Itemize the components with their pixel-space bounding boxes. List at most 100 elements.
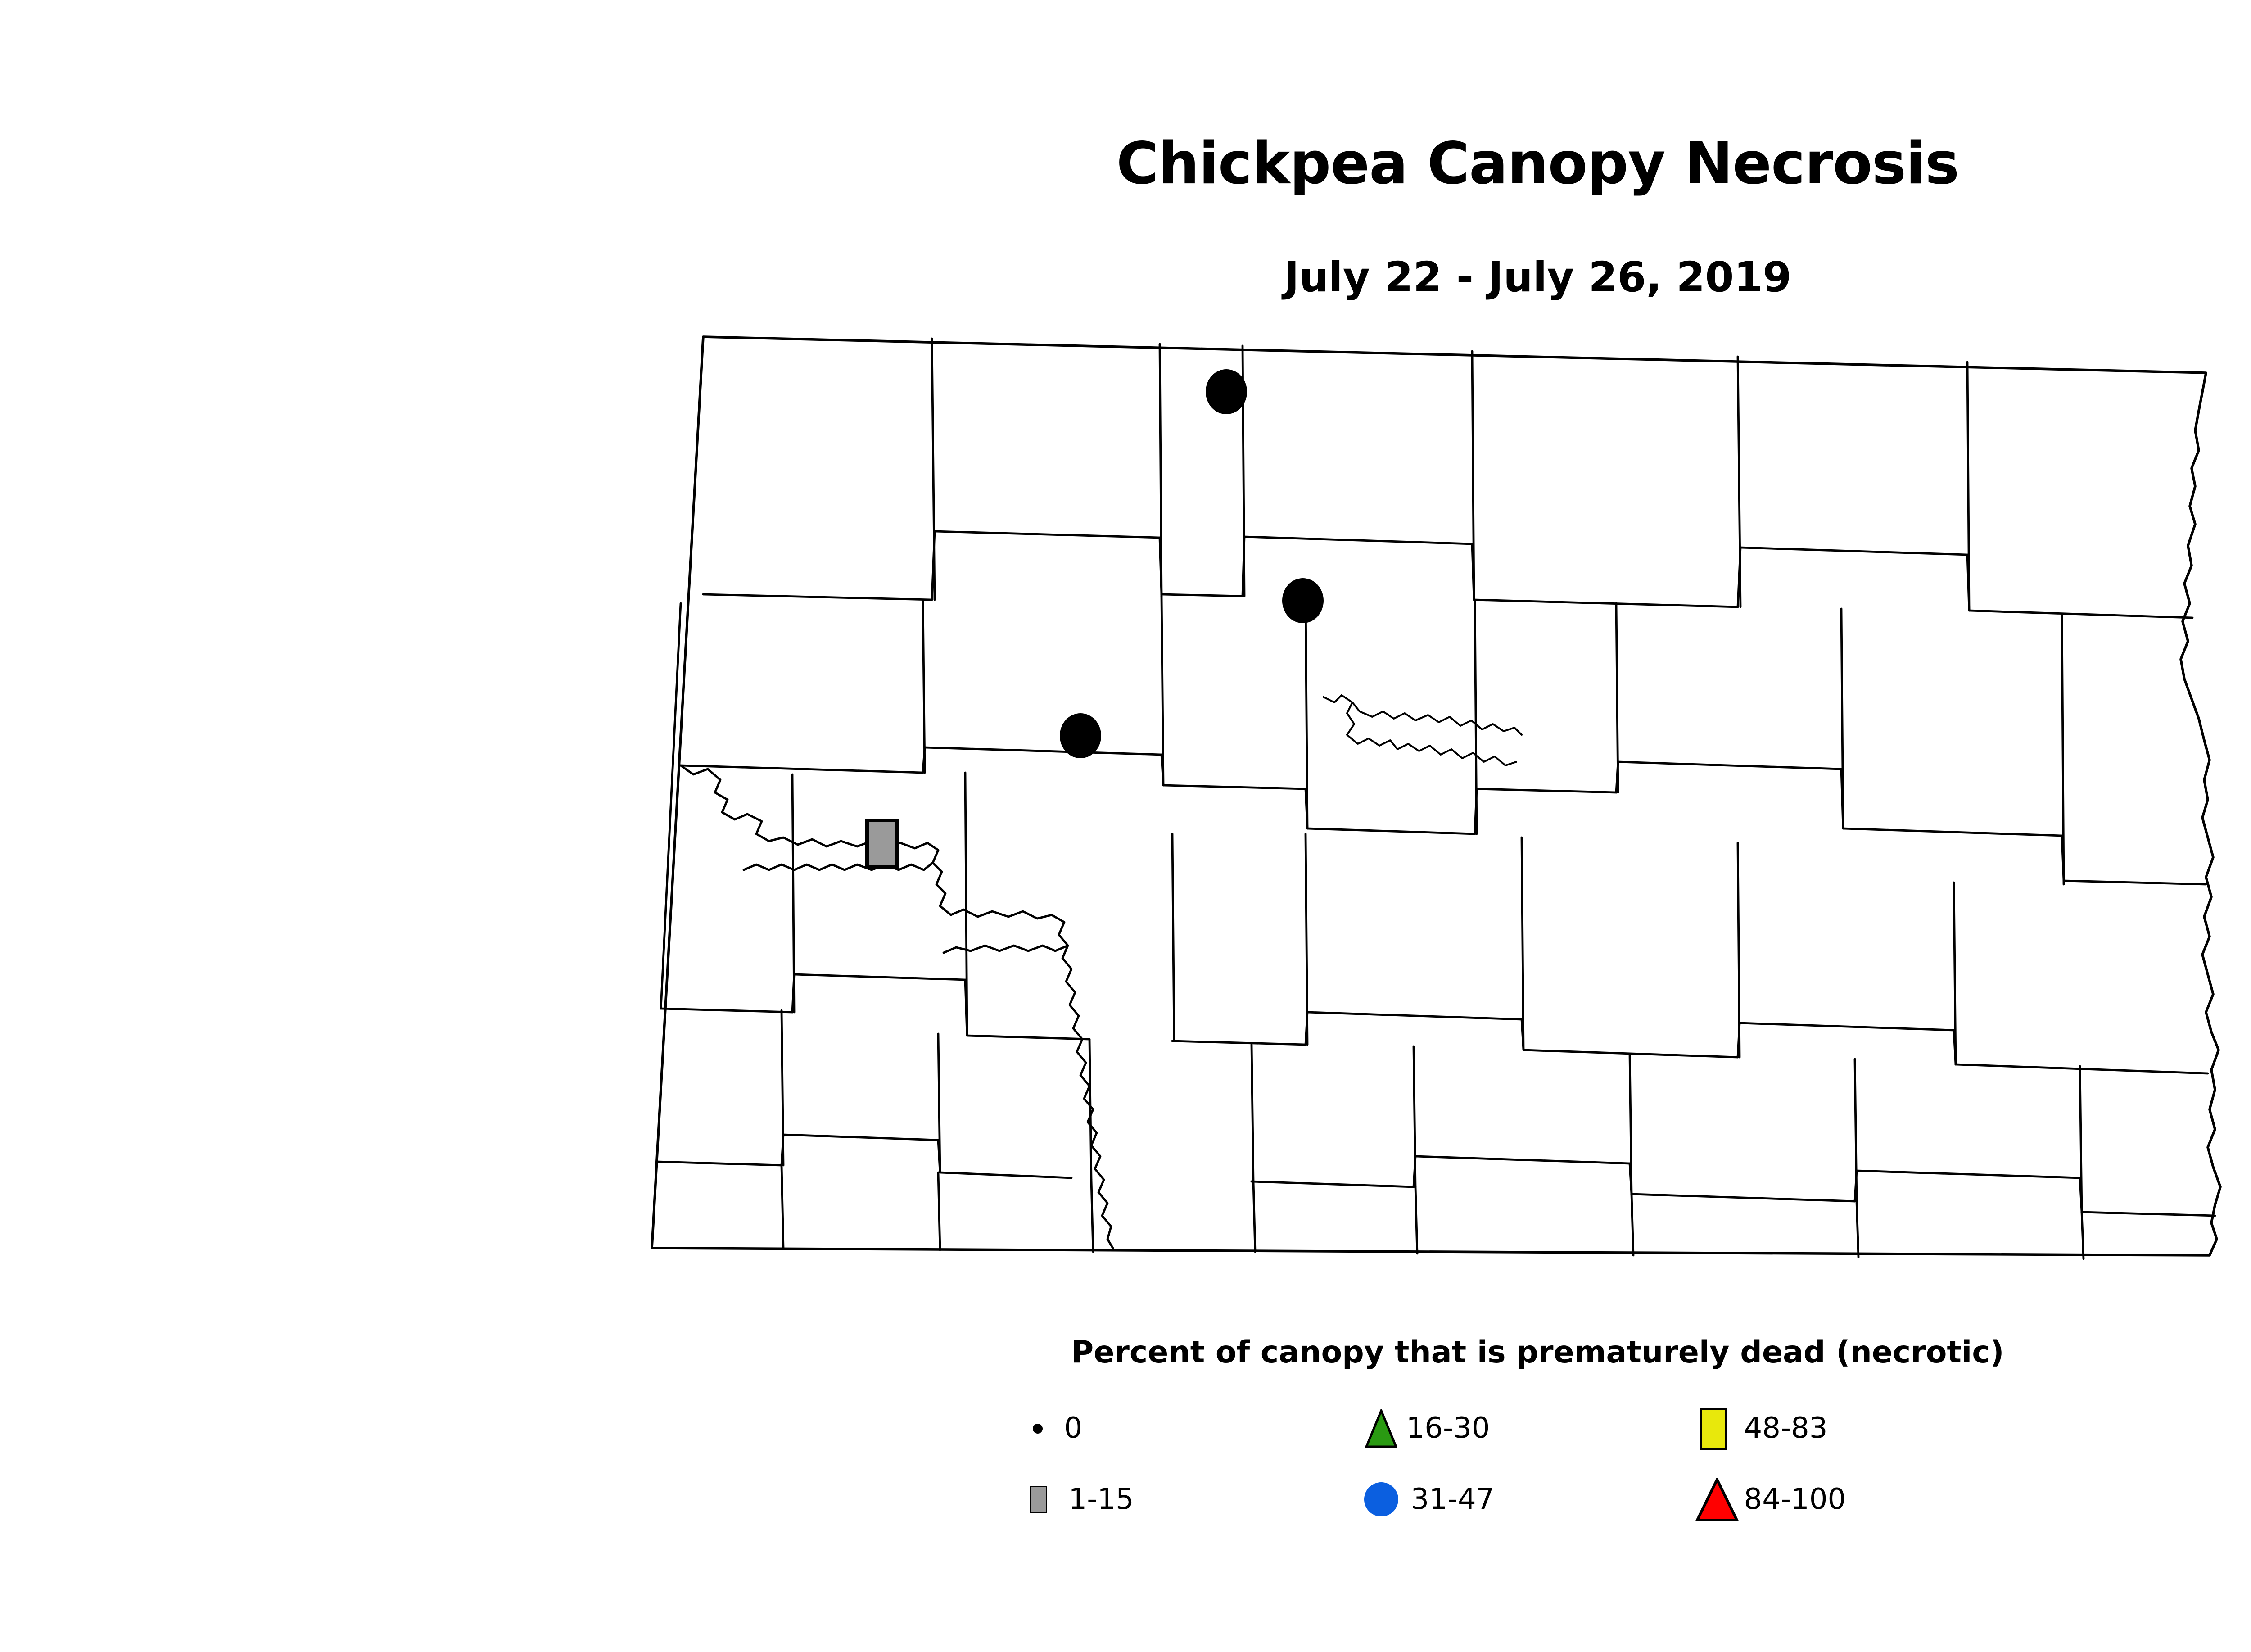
county-div-b4 [1252,1180,1257,1253]
county-div-n5 [1736,355,1742,608]
county-div-t2a [922,598,926,774]
county-div-t2c [1304,597,1309,830]
yellow-square-icon [1695,1407,1739,1450]
county-div-b1 [780,1164,785,1249]
river-tributary-1 [742,861,934,871]
county-div-t4a [780,1009,785,1167]
devils-lake-2 [1346,702,1517,766]
marker-point-0-c [1060,713,1101,758]
tier2-south-13 [1842,827,2063,837]
county-div-t4c [1088,1038,1093,1181]
tier4-south-3 [782,1133,940,1141]
devils-lake [1323,694,1523,736]
green-triangle-icon [1362,1407,1406,1450]
north-dakota-county-map [621,324,2224,1279]
legend-item-16-30[interactable]: 16-30 [1362,1407,1490,1450]
county-div-b2 [937,1171,941,1251]
county-div-t4f [1628,1052,1633,1195]
tier4-south-10 [1630,1193,1856,1203]
north-tier-line-3 [933,530,1161,539]
tier2-south-1 [679,764,924,774]
tier4-south-5 [939,1171,1073,1179]
county-div-t2b [1160,595,1165,787]
county-div-b3 [1090,1178,1094,1253]
legend-items-grid: 0 1-15 16-30 31-47 [1020,1407,2056,1521]
legend-item-1-15-label: 1-15 [1068,1483,1134,1516]
county-div-n2 [1158,343,1163,597]
lake-sakakawea [679,764,1114,1249]
legend-item-84-100-label: 84-100 [1744,1483,1846,1516]
tier4-south-1 [656,1160,783,1167]
north-tier-line-7 [1243,535,1474,545]
county-div-t2f [1840,607,1844,830]
county-div-t3g [1953,881,1957,1066]
gray-square-icon [1020,1478,1063,1521]
tier3-south-6 [1171,1040,1307,1046]
county-div-t4h [2079,1065,2083,1213]
black-dot-icon [1020,1407,1063,1450]
county-div-t3c [1171,833,1175,1042]
tier2-south-7 [1306,827,1476,835]
marker-point-0-b [1282,578,1324,623]
tier3-south-1 [660,1007,794,1014]
tier4-south-12 [1855,1169,2081,1179]
county-div-b8 [2080,1211,2085,1260]
county-div-t3f [1736,842,1741,1059]
legend-item-16-30-label: 16-30 [1406,1412,1490,1445]
tier2-south-15 [2062,879,2207,886]
legend-item-31-47-label: 31-47 [1410,1483,1495,1516]
county-div-b6 [1630,1193,1635,1257]
north-tier-line-5 [1160,593,1244,597]
county-div-b5 [1414,1186,1419,1255]
river-south-bend [942,944,1069,954]
legend-item-0[interactable]: 0 [1020,1407,1083,1450]
county-div-t3b [964,771,968,1037]
blue-circle-icon [1362,1478,1406,1521]
tier3-south-8 [1306,1011,1523,1021]
county-div-t3d [1304,833,1309,1046]
tier3-south-12 [1738,1022,1955,1032]
county-div-n4 [1471,350,1475,601]
county-div-t2e [1615,602,1619,794]
county-div-n1 [931,337,936,601]
tier4-south-8 [1414,1155,1631,1165]
marker-point-0-a [1206,369,1247,414]
date-range-subtitle: July 22 - July 26, 2019 [1284,253,1792,301]
county-div-t2g [2061,613,2065,886]
county-div-t3a [791,773,796,1014]
county-div-t4d [1250,1043,1255,1183]
tier4-south-14 [2080,1211,2216,1217]
legend-item-84-100[interactable]: 84-100 [1695,1478,1846,1521]
legend-item-48-83-label: 48-83 [1744,1412,1828,1445]
legend-item-1-15[interactable]: 1-15 [1020,1478,1134,1521]
county-boundaries [651,335,2222,1260]
tier2-south-11 [1617,760,1843,770]
north-tier-line-13 [1968,609,2194,619]
tier2-south-9 [1475,788,1618,794]
north-tier-south-line [702,593,933,601]
county-div-t4g [1853,1058,1858,1203]
north-tier-line-11 [1739,546,1969,556]
tier3-south-3 [793,973,967,981]
county-div-t4e [1412,1045,1417,1188]
county-div-t2d [1474,598,1478,835]
tier2-south-3 [923,746,1163,756]
north-tier-line-9 [1473,598,1739,608]
county-div-n6 [1966,361,1971,612]
legend-item-31-47[interactable]: 31-47 [1362,1478,1495,1521]
tier3-south-5 [966,1034,1091,1041]
tier4-south-6 [1250,1180,1415,1188]
marker-point-1-15 [865,819,899,869]
map-svg [651,335,2222,1260]
legend-item-0-label: 0 [1064,1412,1083,1445]
data-markers [865,369,1324,869]
county-div-t4b [937,1032,941,1174]
map-legend: Percent of canopy that is prematurely de… [0,1335,2251,1521]
county-div-w1 [660,602,682,1010]
county-div-t3e [1520,836,1525,1051]
legend-heading: Percent of canopy that is prematurely de… [1071,1335,2004,1370]
county-div-b7 [1855,1200,1860,1258]
legend-item-48-83[interactable]: 48-83 [1695,1407,1828,1450]
page-title: Chickpea Canopy Necrosis [1116,130,1959,197]
